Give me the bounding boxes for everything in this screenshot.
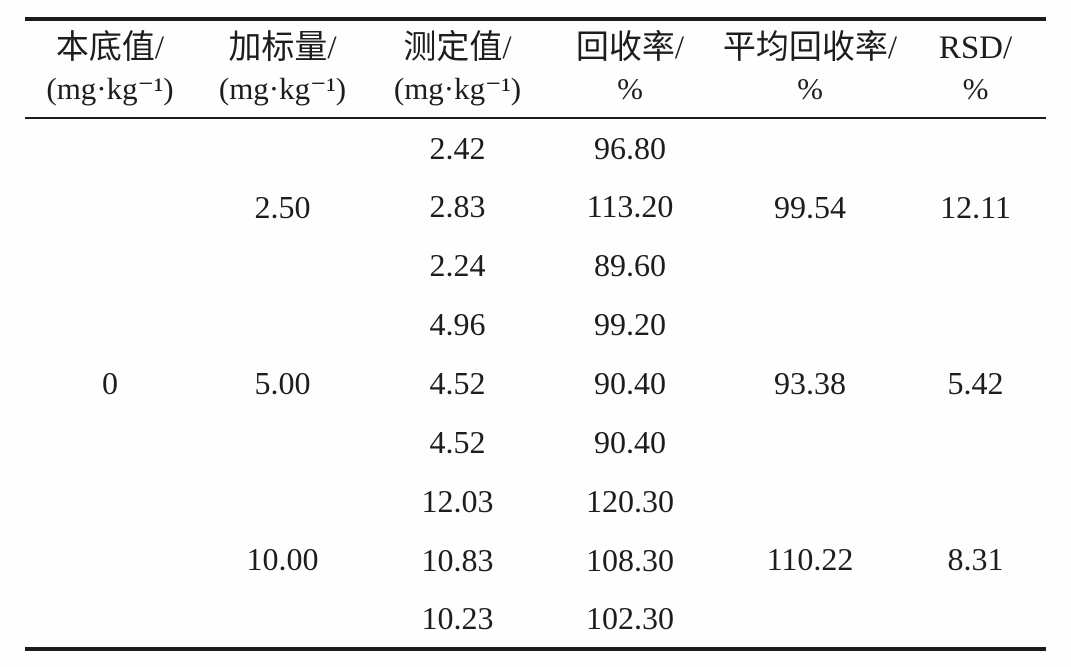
table-row: 10.23 102.30 bbox=[25, 590, 1046, 649]
col-title: 本底值/ bbox=[55, 30, 165, 66]
col-unit: (mg·kg⁻¹) bbox=[393, 71, 522, 106]
col-title: 回收率/ bbox=[575, 30, 685, 66]
cell-measured-value: 2.42 bbox=[429, 129, 486, 166]
table-row: 5.00 4.96 99.20 93.38 5.42 bbox=[25, 295, 1046, 401]
col-unit: (mg·kg⁻¹) bbox=[46, 71, 174, 106]
cell-measured-value: 10.23 bbox=[421, 600, 494, 636]
cell-average-recovery: 93.38 bbox=[774, 365, 846, 401]
cell-recovery: 113.20 bbox=[586, 188, 674, 224]
cell-spiked-amount: 10.00 bbox=[246, 541, 319, 577]
col-unit: % bbox=[797, 71, 823, 106]
table-row: 2.24 89.60 bbox=[25, 236, 1046, 295]
cell-rsd: 12.11 bbox=[940, 188, 1011, 225]
cell-recovery: 99.20 bbox=[594, 306, 666, 342]
cell-recovery: 90.40 bbox=[594, 365, 666, 401]
cell-measured-value: 4.96 bbox=[429, 306, 486, 342]
cell-measured-value: 2.24 bbox=[429, 247, 486, 283]
cell-average-recovery: 110.22 bbox=[766, 541, 854, 577]
cell-recovery: 108.30 bbox=[586, 542, 674, 578]
recovery-table: 本底值/ (mg·kg⁻¹) 加标量/ (mg·kg⁻¹) 测定值/ (mg·k… bbox=[25, 17, 1046, 651]
cell-recovery: 120.30 bbox=[586, 483, 674, 519]
cell-recovery: 96.80 bbox=[594, 129, 666, 166]
col-title: 加标量/ bbox=[228, 30, 337, 66]
col-header-recovery: 回收率/ % bbox=[545, 19, 715, 119]
cell-recovery: 89.60 bbox=[594, 247, 666, 283]
table-row: 10.00 12.03 120.30 110.22 8.31 bbox=[25, 472, 1046, 577]
col-header-spiked-amount: 加标量/ (mg·kg⁻¹) bbox=[195, 19, 370, 119]
col-title: 平均回收率/ bbox=[722, 30, 898, 66]
cell-background-value: 0 bbox=[102, 364, 118, 401]
table-body: 0 2.50 2.42 96.80 99.54 12.11 2.83 113.2… bbox=[25, 118, 1046, 649]
cell-measured-value: 2.83 bbox=[429, 188, 486, 224]
col-unit: (mg·kg⁻¹) bbox=[218, 71, 347, 106]
col-header-average-recovery: 平均回收率/ % bbox=[715, 19, 905, 119]
cell-measured-value: 4.52 bbox=[429, 424, 486, 460]
table-row: 0 2.50 2.42 96.80 99.54 12.11 bbox=[25, 118, 1046, 401]
cell-measured-value: 12.03 bbox=[421, 483, 494, 519]
cell-rsd: 8.31 bbox=[947, 541, 1004, 577]
table-row: 4.52 90.40 bbox=[25, 413, 1046, 472]
col-title: 测定值/ bbox=[403, 30, 512, 66]
col-unit: % bbox=[617, 71, 643, 106]
col-header-rsd: RSD/ % bbox=[905, 19, 1046, 119]
col-title: RSD/ bbox=[938, 30, 1013, 66]
cell-spiked-amount: 2.50 bbox=[254, 188, 311, 225]
table-row: 4.52 90.40 bbox=[25, 354, 1046, 413]
cell-measured-value: 4.52 bbox=[429, 365, 486, 401]
col-unit: % bbox=[962, 71, 989, 106]
cell-rsd: 5.42 bbox=[947, 365, 1004, 401]
cell-recovery: 102.30 bbox=[586, 600, 674, 636]
header-row: 本底值/ (mg·kg⁻¹) 加标量/ (mg·kg⁻¹) 测定值/ (mg·k… bbox=[25, 19, 1046, 119]
table-row: 2.83 113.20 bbox=[25, 177, 1046, 236]
table-row: 10.83 108.30 bbox=[25, 531, 1046, 590]
table-header: 本底值/ (mg·kg⁻¹) 加标量/ (mg·kg⁻¹) 测定值/ (mg·k… bbox=[25, 19, 1046, 119]
col-header-background-value: 本底值/ (mg·kg⁻¹) bbox=[25, 19, 195, 119]
cell-spiked-amount: 5.00 bbox=[254, 365, 311, 401]
cell-average-recovery: 99.54 bbox=[774, 188, 846, 225]
col-header-measured-value: 测定值/ (mg·kg⁻¹) bbox=[370, 19, 545, 119]
cell-recovery: 90.40 bbox=[594, 424, 666, 460]
cell-measured-value: 10.83 bbox=[421, 542, 494, 578]
